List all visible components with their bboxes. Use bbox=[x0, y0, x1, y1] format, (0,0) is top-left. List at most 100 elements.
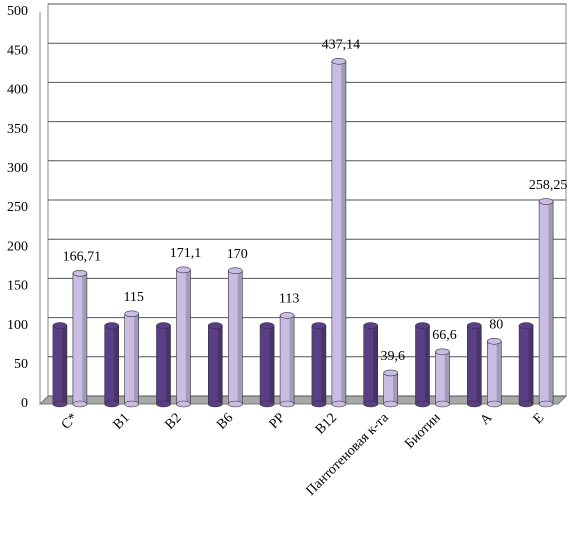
bar bbox=[486, 337, 502, 408]
bar-base bbox=[124, 400, 139, 408]
bar bbox=[415, 322, 430, 408]
bar-shade bbox=[289, 315, 295, 404]
bar bbox=[538, 198, 554, 408]
bar-shade bbox=[114, 325, 119, 404]
data-label: 66,6 bbox=[432, 328, 457, 343]
x-tick-label: Е bbox=[531, 410, 548, 427]
bar bbox=[363, 322, 379, 408]
bar-shade bbox=[62, 325, 67, 404]
bar bbox=[208, 322, 223, 408]
bar bbox=[176, 266, 191, 408]
bar-top bbox=[518, 322, 534, 329]
y-tick-label: 400 bbox=[7, 83, 28, 98]
data-label: 115 bbox=[123, 290, 143, 305]
bar-shade bbox=[321, 325, 326, 404]
bar bbox=[383, 369, 399, 408]
bar-base bbox=[156, 400, 171, 408]
y-tick-label: 500 bbox=[7, 4, 28, 19]
bar-top bbox=[72, 269, 88, 277]
bar bbox=[259, 322, 275, 408]
x-tick-label: РР bbox=[267, 410, 289, 432]
bar bbox=[279, 312, 295, 408]
bar-top bbox=[538, 198, 554, 205]
bar bbox=[104, 322, 119, 408]
x-tick-label: С* bbox=[59, 410, 81, 432]
bar-top bbox=[363, 322, 379, 329]
bar-shade bbox=[373, 325, 378, 404]
bar-base bbox=[415, 400, 430, 408]
data-label: 171,1 bbox=[170, 246, 202, 261]
y-tick-label: 300 bbox=[7, 161, 28, 176]
y-tick-label: 0 bbox=[21, 396, 28, 411]
x-tick-label: А bbox=[478, 410, 496, 428]
bar-shade bbox=[134, 313, 139, 404]
bar-shade bbox=[237, 270, 243, 404]
bar bbox=[228, 267, 243, 408]
bar-shade bbox=[185, 269, 191, 404]
bar-base bbox=[72, 400, 88, 408]
bar-top bbox=[208, 322, 223, 329]
bar-base bbox=[279, 400, 295, 408]
bar-base bbox=[363, 400, 379, 408]
bar-shade bbox=[393, 372, 398, 404]
bar-shade bbox=[548, 201, 554, 404]
data-label: 437,14 bbox=[322, 38, 361, 53]
bar-base bbox=[176, 400, 191, 408]
bar-top bbox=[415, 322, 430, 329]
data-label: 166,71 bbox=[63, 250, 102, 265]
bar-top bbox=[259, 322, 275, 329]
bar bbox=[72, 269, 88, 408]
bar-shade bbox=[444, 351, 450, 404]
y-tick-label: 150 bbox=[7, 279, 28, 294]
y-tick-label: 100 bbox=[7, 318, 28, 333]
bar-base bbox=[331, 400, 347, 408]
bar-base bbox=[311, 400, 327, 408]
bar-shade bbox=[496, 341, 502, 404]
bar-base bbox=[518, 400, 534, 408]
bar bbox=[124, 310, 139, 408]
bar-top bbox=[156, 322, 171, 329]
data-label: 113 bbox=[279, 292, 299, 307]
bar-top bbox=[466, 322, 482, 329]
data-label: 39,6 bbox=[380, 349, 405, 364]
bar-top bbox=[486, 337, 502, 345]
bar-shade bbox=[165, 325, 171, 404]
bar bbox=[466, 322, 482, 408]
y-tick-label: 200 bbox=[7, 239, 28, 254]
x-tick-label: В6 bbox=[214, 410, 236, 432]
bar-top bbox=[279, 312, 295, 319]
x-tick-label: Биотин bbox=[402, 410, 444, 452]
bar-base bbox=[538, 400, 554, 408]
bar-base bbox=[435, 400, 450, 408]
bar-top bbox=[331, 57, 347, 65]
bar-top bbox=[311, 322, 327, 329]
bar bbox=[518, 322, 534, 408]
bar bbox=[52, 322, 68, 408]
bar-top bbox=[435, 348, 450, 356]
x-tick-label: В2 bbox=[162, 410, 184, 432]
bar bbox=[331, 57, 347, 408]
bar-base bbox=[383, 400, 399, 408]
y-tick-label: 50 bbox=[14, 357, 28, 372]
x-tick-label: В12 bbox=[313, 410, 340, 437]
bar-top bbox=[176, 266, 191, 274]
bar-shade bbox=[217, 325, 223, 404]
bar-shade bbox=[528, 325, 534, 404]
y-tick-label: 250 bbox=[7, 200, 28, 215]
bar-shade bbox=[424, 325, 430, 404]
bar-shade bbox=[476, 325, 482, 404]
bar-base bbox=[52, 400, 68, 408]
bar-top bbox=[124, 310, 139, 318]
data-label: 258,25 bbox=[529, 178, 568, 193]
bar-top bbox=[383, 369, 399, 377]
bar-base bbox=[466, 400, 482, 408]
bar-top bbox=[228, 267, 243, 275]
bar-top bbox=[104, 322, 119, 329]
x-tick-label: В1 bbox=[111, 410, 133, 432]
bar bbox=[435, 348, 450, 408]
bar-base bbox=[228, 400, 243, 408]
bar bbox=[311, 322, 327, 408]
bar-shade bbox=[269, 325, 275, 404]
bar bbox=[156, 322, 171, 408]
